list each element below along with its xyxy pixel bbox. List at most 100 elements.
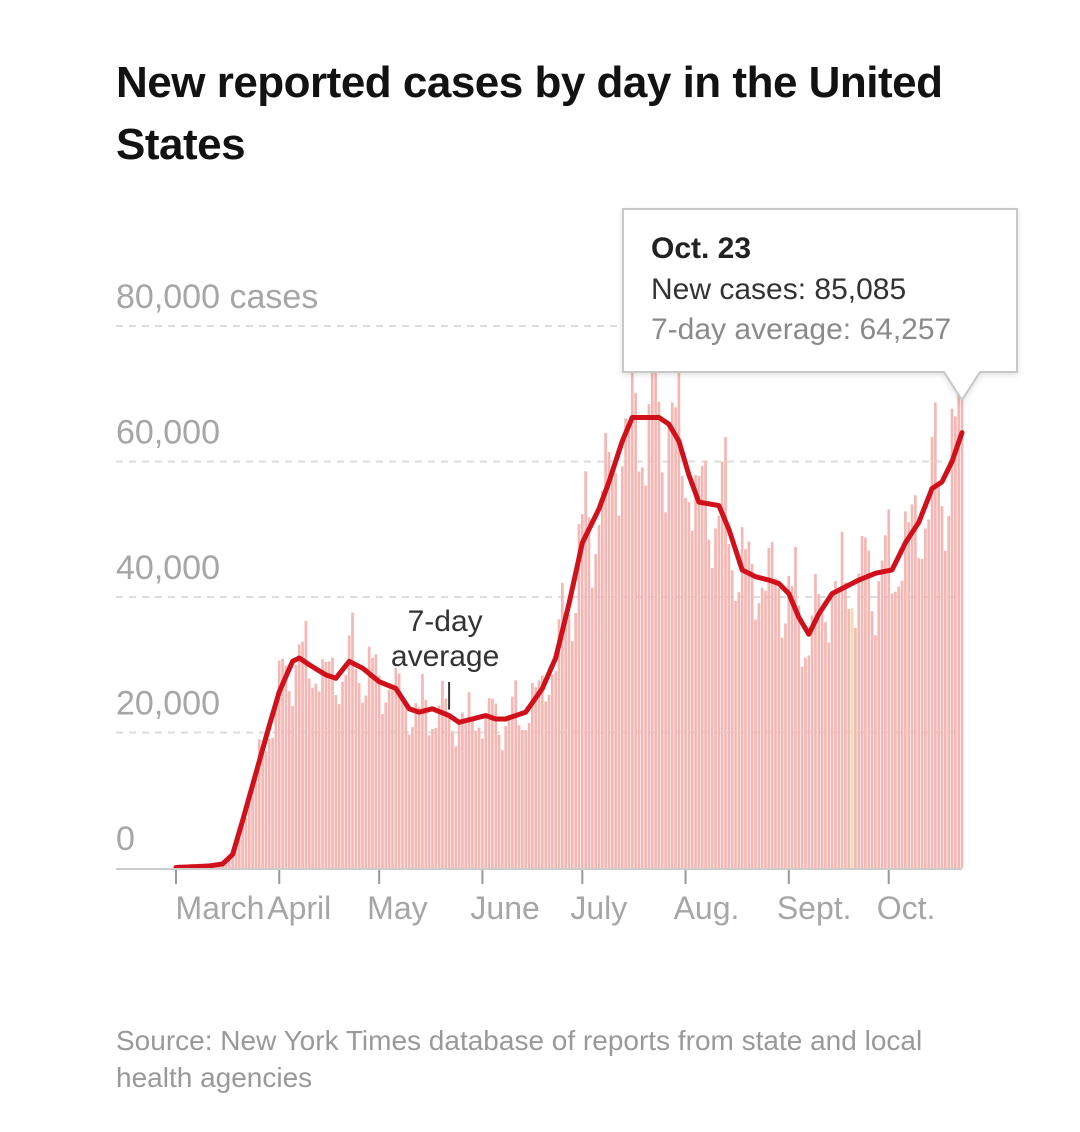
daily-bar[interactable]	[860, 536, 864, 868]
daily-bar[interactable]	[740, 527, 744, 868]
daily-bar[interactable]	[774, 578, 777, 869]
daily-bar[interactable]	[800, 666, 804, 868]
daily-bar[interactable]	[797, 605, 801, 868]
daily-bar[interactable]	[467, 692, 471, 868]
daily-bar[interactable]	[907, 522, 911, 868]
daily-bar[interactable]	[437, 705, 441, 868]
daily-bar[interactable]	[704, 460, 707, 868]
daily-bar[interactable]	[304, 620, 308, 868]
daily-bar[interactable]	[224, 861, 228, 868]
daily-bar[interactable]	[341, 681, 344, 868]
daily-bar[interactable]	[427, 735, 431, 868]
daily-bar[interactable]	[647, 404, 651, 868]
daily-bar[interactable]	[690, 530, 694, 868]
daily-bar[interactable]	[664, 512, 667, 868]
daily-bar[interactable]	[730, 570, 734, 868]
daily-bar[interactable]	[377, 675, 381, 868]
daily-bar[interactable]	[680, 475, 684, 868]
daily-bar[interactable]	[724, 437, 727, 868]
daily-bar[interactable]	[474, 730, 478, 868]
daily-bar[interactable]	[780, 637, 784, 868]
daily-bar[interactable]	[521, 730, 524, 868]
daily-bar[interactable]	[727, 543, 731, 868]
daily-bar[interactable]	[934, 402, 937, 868]
daily-bar[interactable]	[834, 581, 837, 868]
daily-bar[interactable]	[441, 681, 444, 868]
daily-bar[interactable]	[407, 734, 411, 868]
daily-bar[interactable]	[617, 515, 621, 868]
daily-bar[interactable]	[737, 592, 741, 868]
daily-bar[interactable]	[937, 485, 941, 868]
daily-bar[interactable]	[917, 558, 921, 868]
daily-bar[interactable]	[397, 673, 401, 868]
daily-bar[interactable]	[464, 718, 468, 868]
daily-bar[interactable]	[867, 550, 871, 868]
daily-bar[interactable]	[900, 580, 904, 868]
daily-bar[interactable]	[364, 695, 368, 868]
daily-bar[interactable]	[334, 695, 338, 868]
daily-bar[interactable]	[597, 524, 601, 868]
daily-bar[interactable]	[640, 467, 644, 868]
daily-bar[interactable]	[627, 424, 631, 868]
daily-bar[interactable]	[527, 722, 531, 868]
daily-bar[interactable]	[604, 432, 607, 868]
daily-bar[interactable]	[760, 587, 764, 868]
daily-bar[interactable]	[687, 502, 691, 868]
daily-bar[interactable]	[817, 594, 821, 868]
daily-bar[interactable]	[787, 575, 791, 868]
daily-bar[interactable]	[714, 528, 717, 868]
daily-bar[interactable]	[644, 485, 647, 868]
daily-bar[interactable]	[734, 601, 737, 868]
daily-bar[interactable]	[874, 635, 877, 868]
daily-bar[interactable]	[314, 683, 318, 868]
daily-bar[interactable]	[717, 515, 721, 868]
daily-bar[interactable]	[344, 675, 348, 868]
daily-bar[interactable]	[387, 689, 391, 868]
daily-bar[interactable]	[960, 291, 964, 868]
daily-bar[interactable]	[887, 509, 891, 868]
daily-bar[interactable]	[620, 466, 624, 868]
daily-bar[interactable]	[504, 726, 508, 868]
daily-bar[interactable]	[700, 465, 704, 868]
daily-bar[interactable]	[904, 511, 907, 868]
daily-bar[interactable]	[857, 573, 861, 868]
daily-bar[interactable]	[257, 739, 261, 868]
daily-bar[interactable]	[894, 591, 897, 868]
daily-bar[interactable]	[254, 773, 258, 868]
daily-bar[interactable]	[351, 612, 354, 868]
daily-bar[interactable]	[394, 667, 398, 868]
daily-bar[interactable]	[237, 833, 241, 868]
daily-bar[interactable]	[244, 817, 248, 868]
daily-bar[interactable]	[277, 660, 281, 868]
daily-bar[interactable]	[251, 780, 254, 868]
daily-bar[interactable]	[424, 700, 428, 868]
daily-bar[interactable]	[354, 669, 358, 868]
daily-bar[interactable]	[514, 680, 518, 868]
daily-bar[interactable]	[637, 471, 641, 868]
daily-bar[interactable]	[371, 657, 374, 868]
daily-bar[interactable]	[840, 531, 844, 868]
daily-bar[interactable]	[947, 515, 951, 868]
daily-bar[interactable]	[564, 615, 567, 868]
daily-bar[interactable]	[584, 471, 587, 868]
daily-bar[interactable]	[531, 683, 534, 868]
daily-bar[interactable]	[577, 524, 581, 868]
daily-bar[interactable]	[807, 655, 811, 868]
daily-bar[interactable]	[707, 539, 711, 868]
daily-bar[interactable]	[484, 713, 488, 868]
daily-bar[interactable]	[417, 706, 421, 868]
daily-bar[interactable]	[261, 744, 264, 868]
daily-bar[interactable]	[401, 699, 404, 868]
daily-bar[interactable]	[654, 360, 657, 868]
daily-bar[interactable]	[624, 418, 627, 868]
daily-bar[interactable]	[854, 627, 857, 868]
daily-bar[interactable]	[274, 701, 278, 868]
daily-bar[interactable]	[551, 674, 554, 868]
daily-bar[interactable]	[587, 517, 591, 868]
daily-bar[interactable]	[950, 408, 954, 868]
daily-bar[interactable]	[674, 407, 677, 868]
daily-bar[interactable]	[434, 727, 438, 868]
daily-bar[interactable]	[747, 541, 751, 868]
daily-bar[interactable]	[494, 703, 498, 868]
average-line-path[interactable]	[173, 414, 965, 870]
